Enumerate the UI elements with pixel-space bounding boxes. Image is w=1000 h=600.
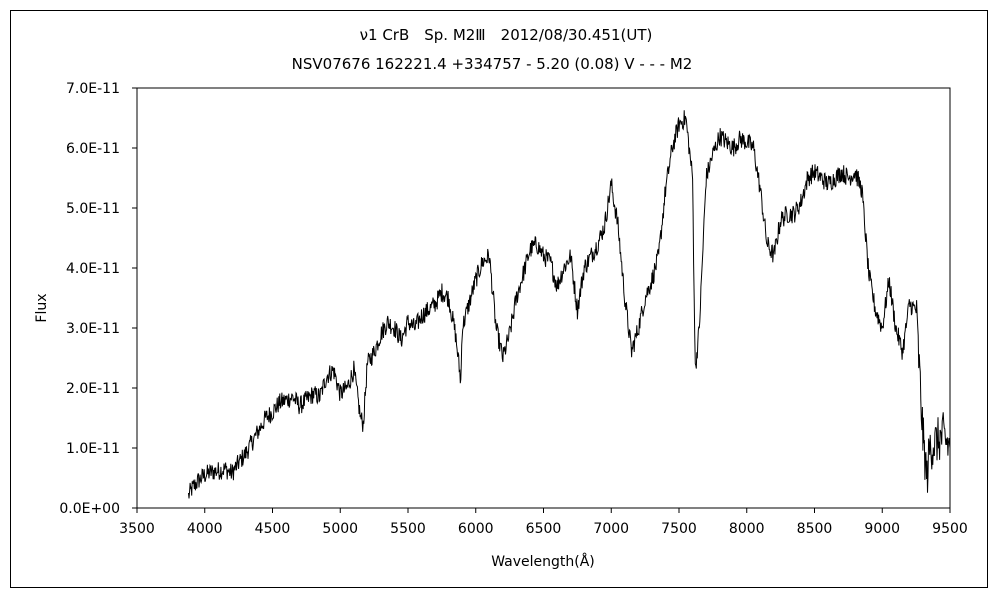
spectrum-line [188,110,951,499]
y-axis-label: Flux [34,293,50,322]
y-tick-label: 6.0E-11 [66,141,120,157]
x-axis: 3500 4000 4500 5000 5500 6000 6500 7000 7500 8000… [119,508,968,537]
x-tick-label: 6500 [526,521,562,537]
y-tick-label: 3.0E-11 [66,321,120,337]
y-tick-label: 2.0E-11 [66,381,120,397]
x-tick-label: 7000 [593,521,629,537]
y-tick-label: 4.0E-11 [66,261,120,277]
x-tick-label: 5000 [322,521,358,537]
y-tick-label: 0.0E+00 [59,501,120,517]
x-tick-label: 4500 [255,521,291,537]
chart-frame [10,10,988,588]
y-tick-label: 5.0E-11 [66,201,120,217]
x-tick-label: 5500 [390,521,426,537]
plot-area [136,87,951,509]
x-tick-label: 8500 [797,521,833,537]
chart-subtitle: NSV07676 162221.4 +334757 - 5.20 (0.08) … [292,55,693,73]
x-tick-label: 6000 [458,521,494,537]
x-tick-label: 9500 [932,521,968,537]
y-tick-label: 7.0E-11 [66,81,120,97]
x-tick-label: 3500 [119,521,155,537]
chart-title: ν1 CrB Sp. M2Ⅲ 2012/08/30.451(UT) [360,26,653,44]
x-tick-label: 4000 [187,521,223,537]
x-tick-label: 7500 [661,521,697,537]
x-tick-label: 9000 [864,521,900,537]
x-tick-label: 8000 [729,521,765,537]
y-axis: 0.0E+00 1.0E-11 2.0E-11 3.0E-11 4.0E-11 5.0E-… [59,81,137,517]
y-tick-label: 1.0E-11 [66,441,120,457]
x-axis-label: Wavelength(Å) [491,553,595,570]
